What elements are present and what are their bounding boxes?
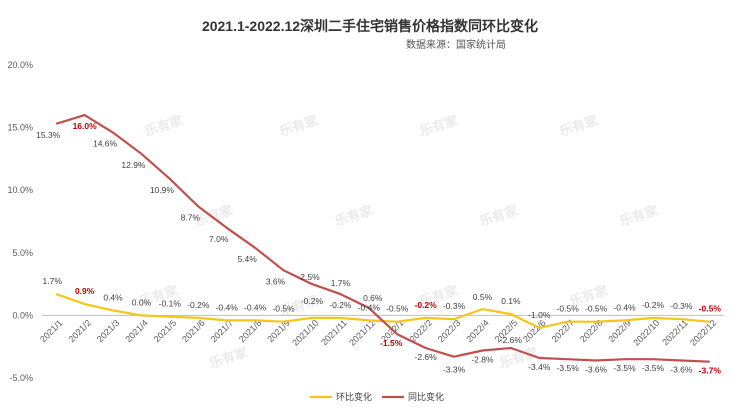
x-tick-label: 2021/3	[95, 318, 122, 345]
yoy-data-label: 7.0%	[209, 234, 229, 244]
yoy-data-label: -3.6%	[585, 364, 608, 374]
watermark-text: 乐有家	[333, 202, 376, 229]
mom-data-label: -0.2%	[415, 300, 438, 310]
mom-data-label: 1.7%	[43, 276, 63, 286]
y-tick-label: 20.0%	[7, 60, 33, 70]
legend-label-yoy: 同比变化	[408, 391, 444, 402]
y-tick-label: 0.0%	[12, 310, 33, 320]
y-tick-label: -5.0%	[9, 373, 33, 383]
mom-data-label: -0.5%	[272, 304, 295, 314]
series-layer	[55, 113, 710, 363]
yoy-data-label: 12.9%	[121, 160, 146, 170]
mom-data-label: -0.2%	[187, 300, 210, 310]
x-tick-label: 2022/3	[436, 318, 463, 345]
yoy-data-label: 5.4%	[237, 254, 257, 264]
watermark-text: 乐有家	[143, 112, 186, 139]
yoy-data-label: -2.8%	[471, 354, 494, 364]
mom-data-label: -0.5%	[699, 304, 722, 314]
yoy-data-label: -3.4%	[528, 362, 551, 372]
x-tick-label: 2022/4	[464, 318, 491, 345]
y-tick-label: 10.0%	[7, 185, 33, 195]
watermark-text: 乐有家	[558, 112, 601, 139]
yoy-data-label: -3.7%	[699, 366, 722, 376]
data-label-layer: 1.7% 0.9% 0.4% 0.0% -0.1% -0.2% -0.4% -0.4% -0.5…	[36, 121, 721, 376]
yoy-data-label: 1.7%	[331, 278, 351, 288]
mom-data-label: 0.0%	[132, 297, 152, 307]
watermark-text: 乐有家	[418, 112, 461, 139]
yoy-data-label: 16.0%	[73, 121, 98, 131]
mom-data-label: -0.2%	[301, 296, 324, 306]
chart-subtitle: 数据来源：国家统计局	[406, 38, 506, 51]
mom-data-label: -0.5%	[557, 304, 580, 314]
x-tick-label: 2021/2	[67, 318, 94, 345]
y-tick-label: 15.0%	[7, 123, 33, 133]
series-line-yoy	[55, 113, 710, 363]
x-tick-label: 2021/5	[152, 318, 179, 345]
mom-data-label: 0.5%	[473, 292, 493, 302]
mom-data-label: 0.1%	[501, 296, 521, 306]
x-axis: 2021/1 2021/2 2021/3 2021/4 2021/5 2021/6 2021…	[38, 318, 718, 348]
legend-label-mom: 环比变化	[336, 391, 372, 402]
mom-data-label: -0.4%	[216, 302, 239, 312]
yoy-data-label: -2.6%	[415, 352, 438, 362]
x-tick-label: 2021/12	[347, 318, 377, 348]
mom-data-label: 0.9%	[75, 286, 95, 296]
y-axis: 20.0% 15.0% 10.0% 5.0% 0.0% -5.0%	[7, 60, 33, 383]
legend: 环比变化 同比变化	[310, 391, 444, 402]
mom-data-label: -0.4%	[358, 302, 381, 312]
mom-data-label: 0.4%	[103, 292, 123, 302]
mom-data-label: -0.4%	[244, 302, 267, 312]
x-tick-label: 2021/11	[319, 318, 349, 348]
x-tick-label: 2021/6	[180, 318, 207, 345]
yoy-data-label: -3.5%	[642, 363, 665, 373]
yoy-data-label: 3.6%	[266, 276, 286, 286]
mom-data-label: -0.1%	[159, 299, 182, 309]
mom-data-label: -0.5%	[386, 304, 409, 314]
x-tick-label: 2021/10	[290, 318, 320, 348]
watermark-text: 乐有家	[478, 202, 521, 229]
yoy-data-label: 2.5%	[300, 272, 320, 282]
x-tick-label: 2022/12	[688, 318, 718, 348]
x-tick-label: 2022/10	[631, 318, 661, 348]
chart-title: 2021.1-2022.12深圳二手住宅销售价格指数同环比变化	[202, 18, 538, 34]
watermark-text: 乐有家	[278, 112, 321, 139]
x-tick-label: 2022/11	[660, 318, 690, 348]
yoy-data-label: 14.6%	[93, 139, 118, 149]
watermark-text: 乐有家	[208, 344, 251, 371]
x-tick-label: 2021/4	[123, 318, 150, 345]
yoy-data-label: -3.6%	[670, 364, 693, 374]
watermark-text: 乐有家	[618, 202, 661, 229]
mom-data-label: -0.4%	[613, 302, 636, 312]
y-tick-label: 5.0%	[12, 248, 33, 258]
mom-data-label: -1.0%	[528, 310, 551, 320]
mom-data-label: -0.5%	[585, 304, 608, 314]
x-tick-label: 2021/8	[237, 318, 264, 345]
mom-data-label: -0.3%	[443, 301, 466, 311]
yoy-data-label: -3.3%	[443, 365, 466, 375]
mom-data-label: -0.2%	[329, 300, 352, 310]
yoy-data-label: 0.6%	[363, 293, 383, 303]
yoy-data-label: 10.9%	[150, 185, 175, 195]
mom-data-label: -0.2%	[642, 300, 665, 310]
yoy-data-label: -3.5%	[557, 363, 580, 373]
x-tick-label: 2021/1	[38, 318, 65, 345]
yoy-data-label: 8.7%	[181, 212, 201, 222]
yoy-data-label: 15.3%	[36, 130, 61, 140]
yoy-data-label: -1.5%	[380, 338, 403, 348]
yoy-data-label: -2.6%	[500, 335, 523, 345]
mom-data-label: -0.3%	[670, 301, 693, 311]
yoy-data-label: -3.5%	[613, 363, 636, 373]
x-tick-label: 2021/7	[209, 318, 236, 345]
